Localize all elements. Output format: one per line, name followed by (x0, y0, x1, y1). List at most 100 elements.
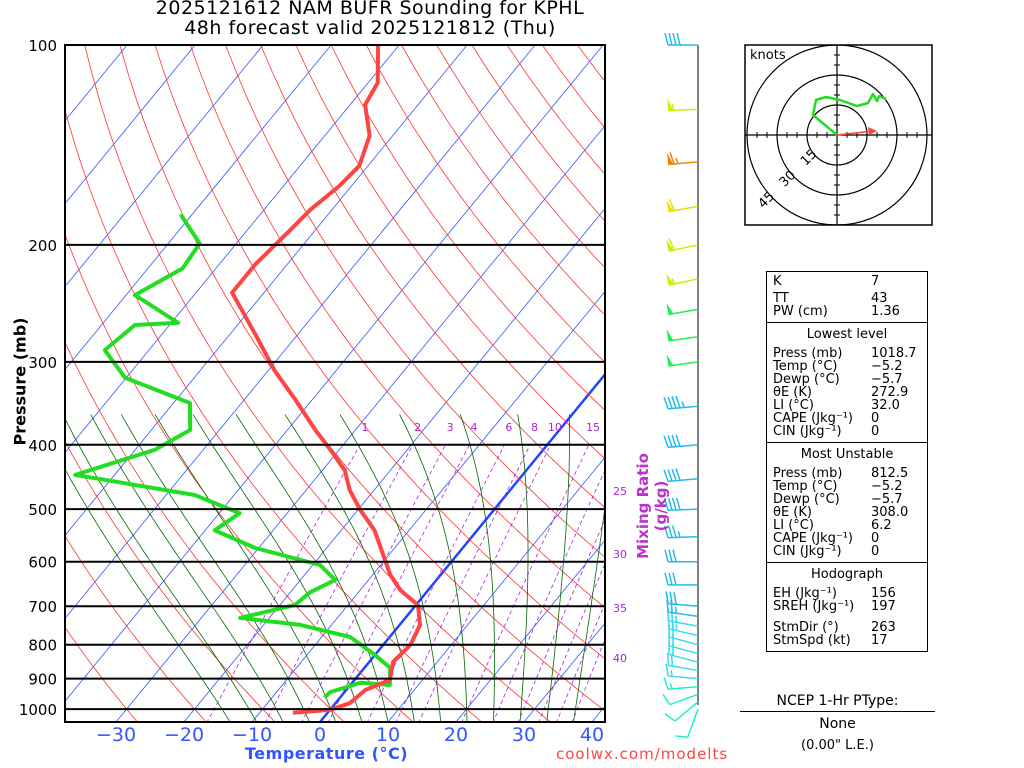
barb-staff (668, 685, 699, 690)
barb-flag (666, 354, 674, 367)
stat-value: 0 (871, 544, 880, 559)
stat-label: CAPE (Jkg⁻¹) (773, 531, 853, 546)
barb-staff (668, 664, 699, 672)
barb-staff (667, 535, 699, 539)
stat-value: 0 (871, 531, 880, 546)
stat-value: 156 (871, 586, 896, 601)
lowest-level-section: Lowest level Press (mb) 1018.7 Temp (°C) −5.… (767, 322, 927, 442)
barb-full (666, 652, 670, 666)
barb-full (667, 435, 673, 448)
dry-adiabat-line (154, 45, 605, 660)
stat-label: θE (K) (773, 505, 812, 520)
isotherm-line (65, 45, 264, 288)
mixing-ratio-tick-label: 2 (414, 421, 421, 434)
barb-flag (666, 239, 674, 252)
barb-full (665, 591, 669, 604)
barb-full (667, 497, 673, 511)
hodograph-section: Hodograph EH (Jkg⁻¹) 156 SREH (Jkg⁻¹) 197 Stm… (767, 562, 927, 651)
temperature-tick-label: 10 (376, 724, 400, 746)
wind-barb (663, 525, 699, 539)
stat-value: −5.7 (871, 492, 903, 507)
barb-full (663, 677, 669, 690)
mixing-ratio-line (418, 444, 551, 722)
barb-full (669, 152, 675, 165)
stat-row: SREH (Jkg⁻¹) 197 (773, 600, 927, 613)
barb-half (671, 104, 675, 111)
barb-full (672, 32, 677, 46)
moist-adiabat-line (284, 414, 415, 722)
isotherm-line (387, 456, 605, 722)
wind-barb (665, 663, 699, 680)
x-axis-label: Temperature (°C) (245, 744, 409, 763)
pressure-tick-label: 600 (28, 554, 57, 572)
stat-row: CAPE (Jkg⁻¹) 0 (773, 412, 927, 425)
stat-value: 263 (871, 620, 896, 635)
barb-full (671, 468, 677, 481)
stat-label: Dewp (°C) (773, 492, 840, 507)
stat-label: K (773, 274, 782, 289)
mixing-ratio-tick-label: 4 (471, 421, 478, 434)
wind-barb (663, 434, 699, 449)
mixing-ratio-tick-label: 30 (613, 548, 627, 561)
barb-full (672, 572, 677, 586)
barb-full (664, 32, 669, 46)
wind-barb (667, 98, 699, 112)
temperature-tick-label: 20 (444, 724, 468, 746)
stat-value: −5.2 (871, 479, 903, 494)
stat-row: Press (mb) 1018.7 (773, 347, 927, 360)
pressure-tick-label: 500 (28, 501, 57, 519)
wind-barb (666, 599, 699, 618)
credit-link[interactable]: coolwx.com/modelts (556, 745, 729, 763)
isotherm-line (65, 45, 604, 702)
barb-staff (668, 636, 699, 646)
stat-row: StmSpd (kt) 17 (773, 634, 927, 647)
barb-half (674, 607, 677, 614)
isotherm-line (251, 290, 605, 722)
stat-value: 17 (871, 633, 888, 648)
mixing-ratio-line (301, 444, 446, 722)
barb-staff (668, 602, 699, 607)
stat-row: CAPE (Jkg⁻¹) 0 (773, 532, 927, 545)
storm-motion-arrow (836, 130, 874, 136)
barb-half (681, 401, 685, 408)
stat-label: Temp (°C) (773, 359, 838, 374)
temperature-tick-label: 40 (580, 724, 604, 746)
stat-label: CIN (Jkg⁻¹) (773, 544, 842, 559)
plot-area (65, 45, 605, 722)
wind-barb (664, 572, 698, 586)
barb-full (662, 693, 671, 705)
moist-adiabat-line (120, 414, 310, 722)
barb-staff (668, 645, 699, 655)
barb-half (669, 682, 673, 690)
stat-row: CIN (Jkg⁻¹) 0 (773, 545, 927, 558)
barb-staff (668, 620, 699, 627)
barb-full (675, 434, 681, 447)
stat-label: LI (°C) (773, 398, 814, 413)
barb-half (675, 157, 679, 164)
barb-full (671, 396, 677, 409)
barb-full (673, 591, 677, 605)
isotherm-line (65, 45, 332, 371)
most-unstable-section: Most Unstable Press (mb) 812.5 Temp (°C) −5.… (767, 442, 927, 562)
barb-staff (674, 701, 699, 722)
barb-full (663, 435, 669, 448)
wind-barb (666, 329, 699, 342)
moist-adiabat-line (459, 414, 495, 722)
hodograph-line (811, 92, 887, 136)
barb-full (676, 32, 681, 46)
stat-label: CAPE (Jkg⁻¹) (773, 411, 853, 426)
stat-row: Press (mb) 812.5 (773, 467, 927, 480)
stat-label: PW (cm) (773, 304, 828, 319)
wind-barb (665, 591, 699, 607)
moist-adiabat-line (90, 414, 284, 722)
wind-barb (666, 302, 699, 316)
pressure-tick-label: 100 (28, 37, 57, 55)
dry-adiabat-line (65, 440, 276, 722)
temperature-tick-label: −10 (232, 724, 272, 746)
moist-adiabat-line (192, 414, 363, 722)
barb-full (667, 396, 673, 409)
wind-barb (662, 693, 699, 706)
mixing-ratio-line (327, 444, 470, 722)
dry-adiabat-line (119, 45, 605, 712)
